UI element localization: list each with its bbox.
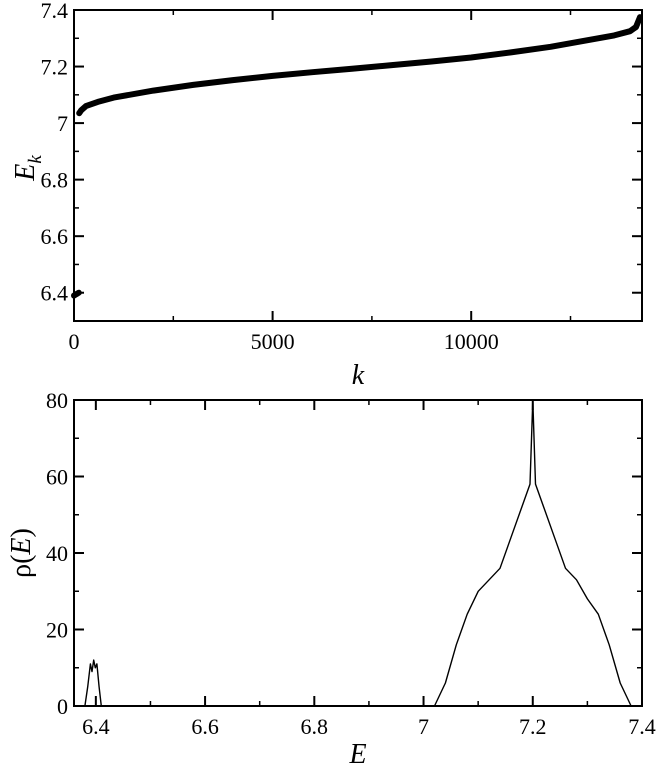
y-axis-label-bottom-suffix: ) (6, 528, 37, 537)
x-tick-label: 7.2 (519, 714, 547, 739)
series-bottom (84, 399, 632, 707)
x-tick-label: 5000 (251, 329, 295, 354)
x-tick-label: 6.8 (301, 714, 329, 739)
y-tick-label: 7 (57, 111, 68, 136)
dos-line-upper-band (433, 399, 632, 707)
x-tick-label: 6.4 (82, 714, 110, 739)
y-axis-label-top-sub: k (25, 155, 46, 164)
y-axis-label-bottom-prefix: ρ( (6, 555, 37, 578)
x-tick-label: 7.4 (628, 714, 656, 739)
y-tick-label: 40 (46, 541, 68, 566)
y-tick-label: 7.2 (41, 55, 69, 80)
series-line-lower-band (71, 289, 82, 299)
y-tick-label: 6.6 (41, 224, 69, 249)
x-tick-label: 7 (418, 714, 429, 739)
y-tick-label: 20 (46, 618, 68, 643)
plot-frame-top (73, 9, 643, 322)
series-line-upper-band (76, 14, 643, 117)
y-axis-label-bottom: ρ(E) (6, 528, 37, 578)
y-tick-label: 6.8 (41, 168, 69, 193)
y-tick-label: 7.4 (41, 0, 69, 23)
y-axis-label-bottom-var: E (6, 537, 37, 555)
x-tick-label: 0 (69, 329, 80, 354)
x-axis-label-bottom: E (348, 739, 366, 770)
y-axis-label-top-var: E (10, 164, 41, 182)
x-tick-label: 6.6 (191, 714, 219, 739)
ticks-bottom: 6.4 6.6 6.8 7 7.2 7.4 0 20 40 60 80 (46, 388, 656, 739)
y-axis-label-top: Ek (10, 155, 46, 182)
x-tick-label: 10000 (444, 329, 499, 354)
plot-frame-bottom (73, 399, 643, 707)
y-tick-label: 60 (46, 465, 68, 490)
y-tick-label: 6.4 (41, 281, 69, 306)
dos-line-lower-band (84, 659, 102, 707)
x-axis-label-top: k (352, 360, 365, 391)
y-tick-label: 0 (57, 694, 68, 719)
panel-energy-levels: 0 5000 10000 6.4 6.6 6.8 7 7.2 7.4 k Ek (10, 0, 643, 391)
ticks-top: 0 5000 10000 6.4 6.6 6.8 7 7.2 7.4 (41, 0, 642, 354)
series-top (71, 14, 643, 299)
y-tick-label: 80 (46, 388, 68, 413)
